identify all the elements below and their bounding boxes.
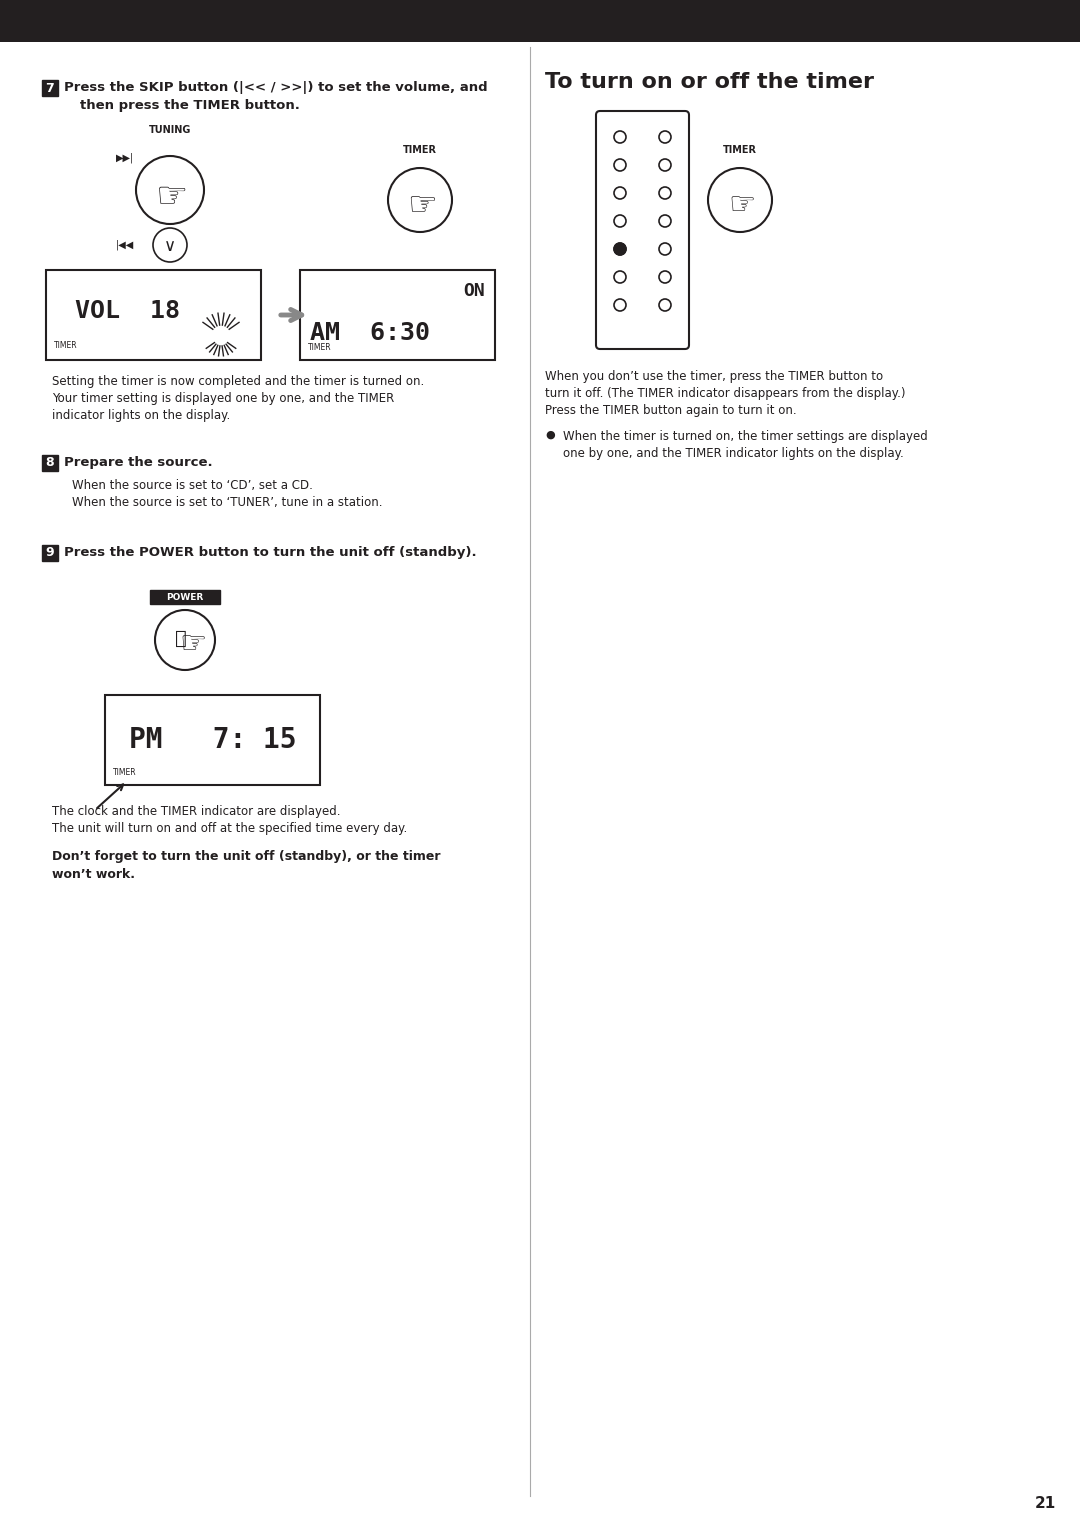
Text: |◀◀: |◀◀ bbox=[116, 240, 134, 250]
Text: 9: 9 bbox=[45, 546, 54, 560]
Text: TIMER: TIMER bbox=[113, 768, 137, 777]
Text: Press the SKIP button (|<< / >>|) to set the volume, and: Press the SKIP button (|<< / >>|) to set… bbox=[64, 81, 488, 95]
FancyBboxPatch shape bbox=[300, 270, 495, 360]
Text: one by one, and the TIMER indicator lights on the display.: one by one, and the TIMER indicator ligh… bbox=[563, 447, 904, 459]
FancyBboxPatch shape bbox=[596, 111, 689, 349]
Circle shape bbox=[615, 243, 626, 255]
Text: Prepare the source.: Prepare the source. bbox=[64, 456, 213, 468]
Text: VOL  18: VOL 18 bbox=[76, 299, 180, 322]
FancyBboxPatch shape bbox=[150, 591, 220, 604]
Text: indicator lights on the display.: indicator lights on the display. bbox=[52, 409, 230, 423]
Text: Don’t forget to turn the unit off (standby), or the timer: Don’t forget to turn the unit off (stand… bbox=[52, 850, 441, 864]
Text: ⏻: ⏻ bbox=[175, 629, 187, 647]
FancyBboxPatch shape bbox=[42, 79, 58, 96]
Text: TIMER: TIMER bbox=[403, 145, 437, 156]
Text: 8: 8 bbox=[45, 456, 54, 470]
Text: then press the TIMER button.: then press the TIMER button. bbox=[80, 99, 300, 111]
Text: ☞: ☞ bbox=[407, 189, 437, 223]
Text: PM   7: 15: PM 7: 15 bbox=[129, 726, 296, 754]
Text: Setting the timer is now completed and the timer is turned on.: Setting the timer is now completed and t… bbox=[52, 375, 424, 388]
Text: The clock and the TIMER indicator are displayed.: The clock and the TIMER indicator are di… bbox=[52, 806, 340, 818]
Text: TUNING: TUNING bbox=[149, 125, 191, 134]
Text: When you don’t use the timer, press the TIMER button to: When you don’t use the timer, press the … bbox=[545, 369, 883, 383]
Text: Your timer setting is displayed one by one, and the TIMER: Your timer setting is displayed one by o… bbox=[52, 392, 394, 404]
Text: ☞: ☞ bbox=[179, 630, 206, 659]
Text: ON: ON bbox=[463, 282, 485, 301]
FancyBboxPatch shape bbox=[42, 455, 58, 472]
Text: turn it off. (The TIMER indicator disappears from the display.): turn it off. (The TIMER indicator disapp… bbox=[545, 388, 905, 400]
Text: ∨: ∨ bbox=[164, 237, 176, 255]
Text: 21: 21 bbox=[1035, 1497, 1055, 1511]
Text: ▶▶|: ▶▶| bbox=[116, 153, 134, 163]
Text: Press the TIMER button again to turn it on.: Press the TIMER button again to turn it … bbox=[545, 404, 797, 417]
Text: When the source is set to ‘TUNER’, tune in a station.: When the source is set to ‘TUNER’, tune … bbox=[72, 496, 382, 510]
Text: TIMER: TIMER bbox=[723, 145, 757, 156]
Text: When the source is set to ‘CD’, set a CD.: When the source is set to ‘CD’, set a CD… bbox=[72, 479, 313, 491]
Text: When the timer is turned on, the timer settings are displayed: When the timer is turned on, the timer s… bbox=[563, 430, 928, 443]
Text: won’t work.: won’t work. bbox=[52, 868, 135, 881]
Text: TIMER: TIMER bbox=[54, 340, 78, 349]
Text: TIMER: TIMER bbox=[308, 343, 332, 353]
FancyBboxPatch shape bbox=[105, 694, 320, 784]
Text: To turn on or off the timer: To turn on or off the timer bbox=[545, 72, 874, 92]
Text: 7: 7 bbox=[45, 81, 54, 95]
FancyBboxPatch shape bbox=[42, 545, 58, 562]
Text: AM  6:30: AM 6:30 bbox=[310, 320, 430, 345]
Text: ☞: ☞ bbox=[728, 191, 756, 220]
Text: The unit will turn on and off at the specified time every day.: The unit will turn on and off at the spe… bbox=[52, 823, 407, 835]
Text: ●: ● bbox=[545, 430, 555, 439]
Text: Press the POWER button to turn the unit off (standby).: Press the POWER button to turn the unit … bbox=[64, 546, 476, 559]
Text: ☞: ☞ bbox=[156, 179, 188, 214]
Text: POWER: POWER bbox=[166, 592, 204, 601]
FancyBboxPatch shape bbox=[46, 270, 261, 360]
Bar bbox=[0, 0, 1080, 43]
